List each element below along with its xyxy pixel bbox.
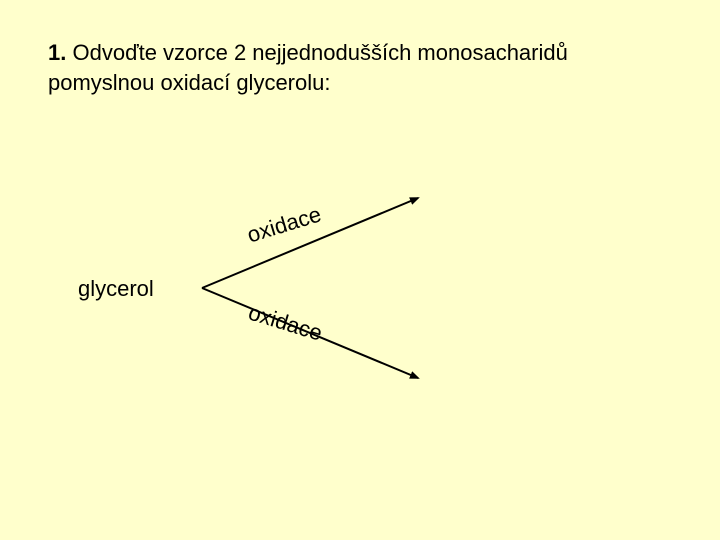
branch-diagram [0,0,720,540]
